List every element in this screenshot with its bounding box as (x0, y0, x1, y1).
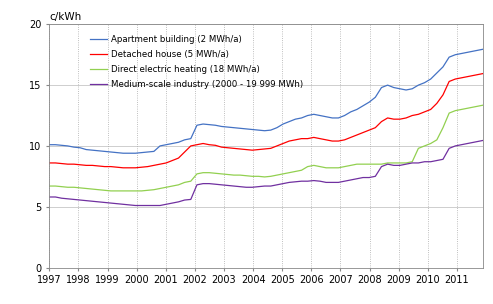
Medium-scale industry (2000 - 19 999 MWh) (329, 181, 335, 184)
Medium-scale industry (2000 - 19 999 MWh) (348, 178, 353, 182)
Direct electric heating (18 MWh/a) (348, 164, 353, 167)
Direct electric heating (18 MWh/a) (46, 184, 52, 188)
Detached house (5 MWh/a) (299, 137, 305, 140)
Direct electric heating (18 MWh/a) (114, 189, 120, 193)
Line: Direct electric heating (18 MWh/a): Direct electric heating (18 MWh/a) (49, 105, 486, 191)
Medium-scale industry (2000 - 19 999 MWh) (108, 201, 114, 205)
Text: c/kWh: c/kWh (49, 12, 81, 22)
Direct electric heating (18 MWh/a) (108, 189, 114, 193)
Apartment building (2 MWh/a) (200, 122, 206, 126)
Detached house (5 MWh/a) (120, 166, 126, 170)
Direct electric heating (18 MWh/a) (157, 187, 163, 190)
Medium-scale industry (2000 - 19 999 MWh) (157, 204, 163, 207)
Line: Detached house (5 MWh/a): Detached house (5 MWh/a) (49, 73, 486, 168)
Apartment building (2 MWh/a) (348, 110, 353, 114)
Apartment building (2 MWh/a) (299, 116, 305, 120)
Direct electric heating (18 MWh/a) (483, 103, 489, 106)
Apartment building (2 MWh/a) (157, 144, 163, 148)
Medium-scale industry (2000 - 19 999 MWh) (483, 138, 489, 142)
Apartment building (2 MWh/a) (108, 150, 114, 154)
Apartment building (2 MWh/a) (329, 116, 335, 120)
Detached house (5 MWh/a) (157, 162, 163, 166)
Direct electric heating (18 MWh/a) (329, 166, 335, 170)
Detached house (5 MWh/a) (108, 165, 114, 168)
Medium-scale industry (2000 - 19 999 MWh) (200, 182, 206, 185)
Apartment building (2 MWh/a) (46, 143, 52, 147)
Detached house (5 MWh/a) (329, 139, 335, 143)
Medium-scale industry (2000 - 19 999 MWh) (133, 204, 139, 207)
Apartment building (2 MWh/a) (483, 47, 489, 50)
Medium-scale industry (2000 - 19 999 MWh) (46, 195, 52, 199)
Line: Medium-scale industry (2000 - 19 999 MWh): Medium-scale industry (2000 - 19 999 MWh… (49, 140, 486, 206)
Detached house (5 MWh/a) (46, 161, 52, 165)
Legend: Apartment building (2 MWh/a), Detached house (5 MWh/a), Direct electric heating : Apartment building (2 MWh/a), Detached h… (88, 33, 305, 91)
Detached house (5 MWh/a) (483, 71, 489, 75)
Detached house (5 MWh/a) (200, 142, 206, 145)
Detached house (5 MWh/a) (348, 136, 353, 139)
Direct electric heating (18 MWh/a) (299, 168, 305, 172)
Medium-scale industry (2000 - 19 999 MWh) (299, 179, 305, 183)
Direct electric heating (18 MWh/a) (200, 171, 206, 174)
Line: Apartment building (2 MWh/a): Apartment building (2 MWh/a) (49, 49, 486, 153)
Apartment building (2 MWh/a) (120, 151, 126, 155)
